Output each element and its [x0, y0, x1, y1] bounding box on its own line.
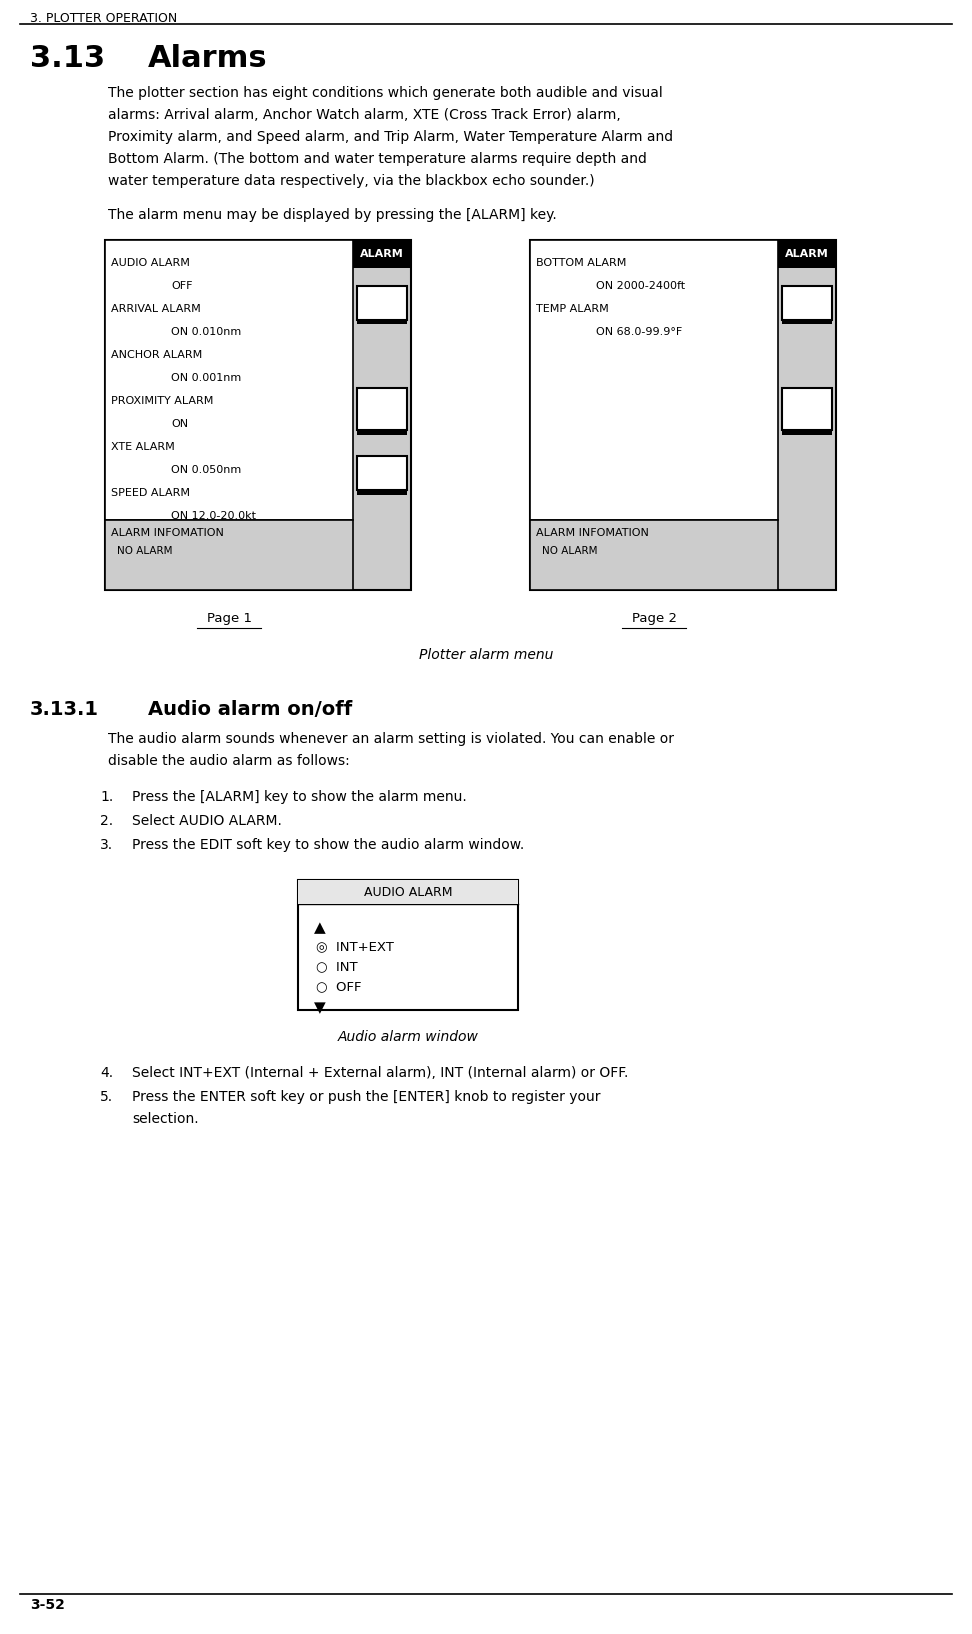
Text: TEMP ALARM: TEMP ALARM [536, 304, 608, 314]
Text: The audio alarm sounds whenever an alarm setting is violated. You can enable or: The audio alarm sounds whenever an alarm… [108, 732, 674, 747]
Text: The alarm menu may be displayed by pressing the [ALARM] key.: The alarm menu may be displayed by press… [108, 208, 557, 222]
Text: EDIT: EDIT [369, 297, 395, 307]
Text: NEXT
PAGE: NEXT PAGE [368, 399, 396, 420]
Text: 3.13.1: 3.13.1 [30, 699, 99, 719]
Bar [782, 430, 832, 435]
Text: ON 12.0-20.0kt: ON 12.0-20.0kt [171, 511, 256, 521]
Bar [530, 240, 836, 590]
Text: 3. PLOTTER OPERATION: 3. PLOTTER OPERATION [30, 11, 177, 25]
Bar [105, 240, 411, 590]
Text: Audio alarm on/off: Audio alarm on/off [148, 699, 352, 719]
Text: Plotter alarm menu: Plotter alarm menu [419, 649, 553, 662]
Text: NO ALARM: NO ALARM [117, 546, 172, 556]
Text: Proximity alarm, and Speed alarm, and Trip Alarm, Water Temperature Alarm and: Proximity alarm, and Speed alarm, and Tr… [108, 131, 674, 144]
Text: Press the ENTER soft key or push the [ENTER] knob to register your: Press the ENTER soft key or push the [EN… [132, 1090, 601, 1105]
Bar [105, 520, 353, 590]
Text: PREV
PAGE: PREV PAGE [793, 399, 820, 420]
Text: ON 0.010nm: ON 0.010nm [171, 327, 241, 337]
Text: XTE ALARM: XTE ALARM [111, 443, 175, 453]
Bar [782, 319, 832, 324]
Text: SPEED ALARM: SPEED ALARM [111, 489, 190, 498]
Text: ▼: ▼ [314, 1000, 326, 1015]
Text: ARRIVAL ALARM: ARRIVAL ALARM [111, 304, 201, 314]
Text: Select INT+EXT (Internal + External alarm), INT (Internal alarm) or OFF.: Select INT+EXT (Internal + External alar… [132, 1065, 628, 1080]
Text: water temperature data respectively, via the blackbox echo sounder.): water temperature data respectively, via… [108, 173, 595, 188]
Text: RETURN: RETURN [361, 467, 403, 479]
Text: AUDIO ALARM: AUDIO ALARM [364, 886, 452, 899]
Bar [782, 286, 832, 320]
Text: 3.: 3. [100, 838, 113, 851]
Bar [298, 881, 518, 1010]
Bar [530, 240, 778, 520]
Bar [357, 430, 407, 435]
Text: BOTTOM ALARM: BOTTOM ALARM [536, 258, 626, 268]
Text: The plotter section has eight conditions which generate both audible and visual: The plotter section has eight conditions… [108, 87, 663, 100]
Text: ALARM: ALARM [360, 248, 404, 260]
Text: ON: ON [171, 418, 189, 430]
Text: ALARM INFOMATION: ALARM INFOMATION [111, 528, 224, 538]
Bar [357, 490, 407, 495]
Text: 9999.9nm: 9999.9nm [171, 557, 228, 567]
Text: Page 1: Page 1 [206, 613, 252, 624]
Bar [782, 387, 832, 430]
Bar [298, 881, 518, 904]
Text: PROXIMITY ALARM: PROXIMITY ALARM [111, 395, 214, 405]
Text: 2.: 2. [100, 814, 113, 828]
Text: ON 0.050nm: ON 0.050nm [171, 466, 241, 475]
Bar [357, 456, 407, 490]
Bar [778, 240, 836, 268]
Text: Bottom Alarm. (The bottom and water temperature alarms require depth and: Bottom Alarm. (The bottom and water temp… [108, 152, 647, 167]
Text: OFF: OFF [171, 281, 192, 291]
Text: 3.13: 3.13 [30, 44, 105, 74]
Text: TRIP ALARM: TRIP ALARM [111, 534, 178, 544]
Bar [357, 286, 407, 320]
Text: ▲: ▲ [314, 920, 326, 935]
Text: ANCHOR ALARM: ANCHOR ALARM [111, 350, 202, 359]
Text: Select AUDIO ALARM.: Select AUDIO ALARM. [132, 814, 282, 828]
Text: ON 68.0-99.9°F: ON 68.0-99.9°F [596, 327, 682, 337]
Text: selection.: selection. [132, 1113, 198, 1126]
Text: Press the EDIT soft key to show the audio alarm window.: Press the EDIT soft key to show the audi… [132, 838, 524, 851]
Text: ALARM INFOMATION: ALARM INFOMATION [536, 528, 649, 538]
Text: NO ALARM: NO ALARM [542, 546, 598, 556]
Text: Press the [ALARM] key to show the alarm menu.: Press the [ALARM] key to show the alarm … [132, 789, 467, 804]
Text: 5.: 5. [100, 1090, 113, 1105]
Text: 4.: 4. [100, 1065, 113, 1080]
Text: EDIT: EDIT [794, 297, 819, 307]
Text: disable the audio alarm as follows:: disable the audio alarm as follows: [108, 753, 350, 768]
Text: Page 2: Page 2 [632, 613, 677, 624]
Text: Alarms: Alarms [148, 44, 267, 74]
Text: ○  INT: ○ INT [316, 961, 358, 972]
Text: ALARM: ALARM [785, 248, 829, 260]
Bar [357, 319, 407, 324]
Text: ◎  INT+EXT: ◎ INT+EXT [316, 940, 394, 953]
Bar [357, 387, 407, 430]
Text: Audio alarm window: Audio alarm window [337, 1029, 478, 1044]
Text: 1.: 1. [100, 789, 114, 804]
Text: ON 2000-2400ft: ON 2000-2400ft [596, 281, 685, 291]
Text: alarms: Arrival alarm, Anchor Watch alarm, XTE (Cross Track Error) alarm,: alarms: Arrival alarm, Anchor Watch alar… [108, 108, 621, 123]
Bar [353, 240, 411, 268]
Text: AUDIO ALARM: AUDIO ALARM [111, 258, 190, 268]
Bar [105, 240, 353, 520]
Text: ON 0.001nm: ON 0.001nm [171, 373, 241, 382]
Text: 3-52: 3-52 [30, 1598, 65, 1613]
Bar [530, 520, 778, 590]
Text: ○  OFF: ○ OFF [316, 980, 362, 993]
